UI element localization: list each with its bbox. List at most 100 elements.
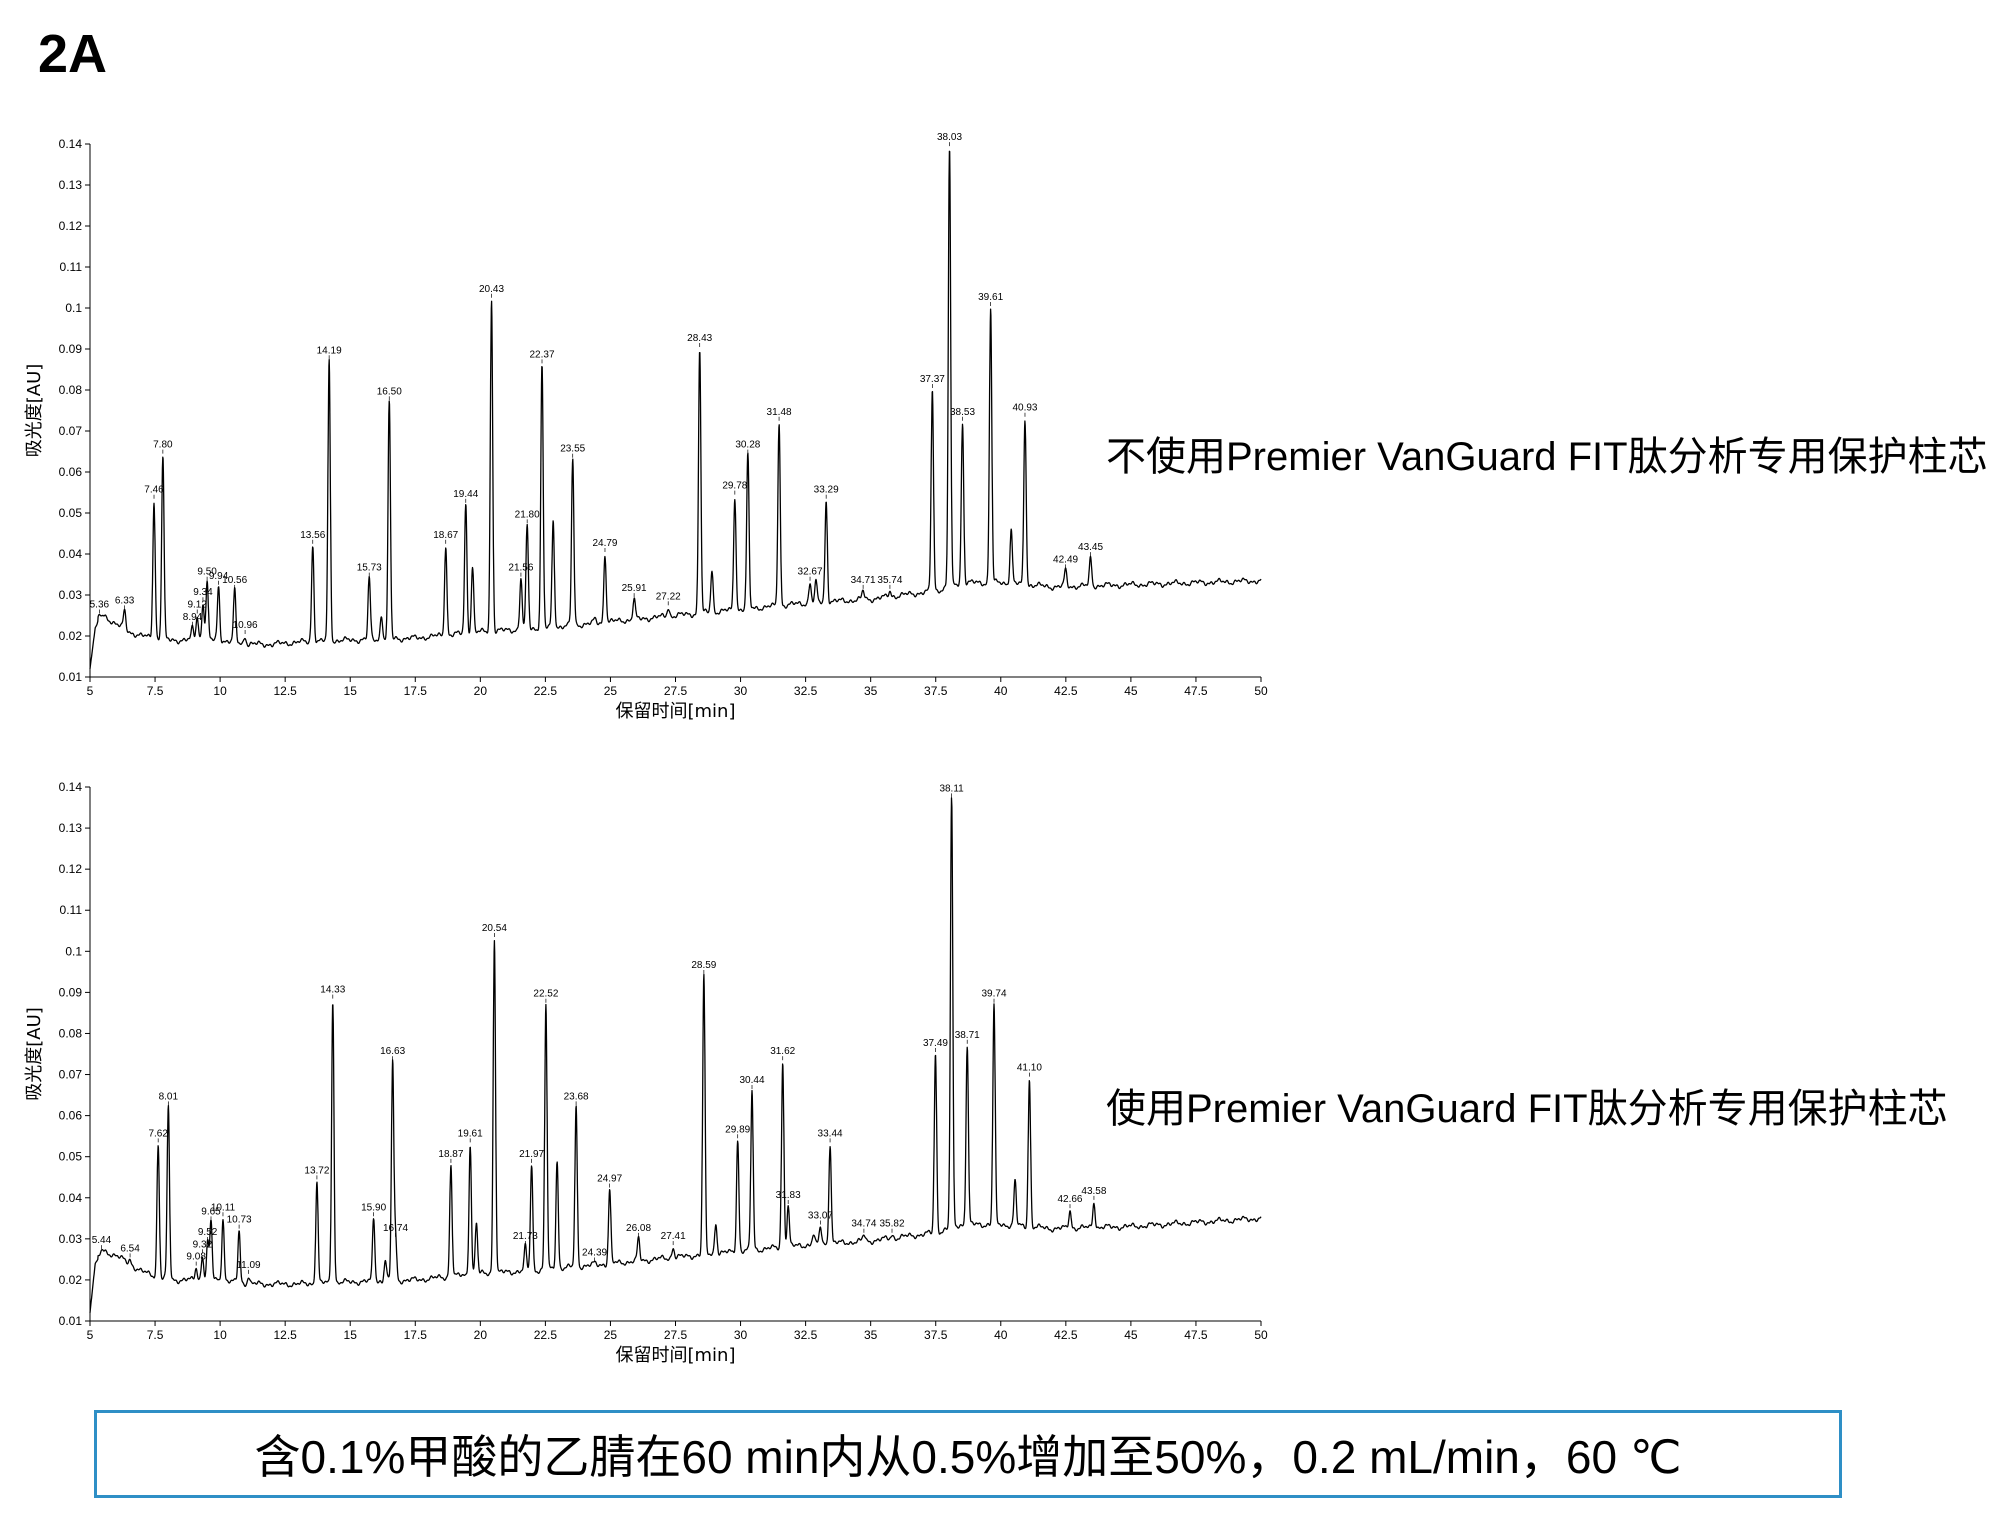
peak-label: 5.44 [92,1235,112,1246]
x-tick-label: 30 [734,1328,748,1342]
x-tick-label: 20 [474,684,488,698]
y-tick-label: 0.1 [65,301,82,315]
peak-label: 26.08 [626,1223,651,1234]
x-tick-label: 22.5 [534,1328,558,1342]
x-tick-label: 7.5 [147,684,164,698]
peak-label: 7.46 [144,485,164,496]
peak-label: 15.90 [361,1202,386,1213]
peak-label: 38.53 [950,407,975,418]
y-tick-label: 0.03 [59,588,83,602]
peak-label: 33.07 [808,1211,833,1222]
caption-without-guard: 不使用Premier VanGuard FIT肽分析专用保护柱芯 [1106,435,1988,479]
peak-label: 10.56 [222,575,247,586]
x-tick-label: 32.5 [794,684,818,698]
x-tick-label: 25 [604,684,618,698]
peak-label: 27.22 [656,591,681,602]
peak-label: 23.68 [564,1091,589,1102]
peak-label: 30.44 [739,1075,764,1086]
peak-label: 7.80 [153,440,173,451]
conditions-box: 含0.1%甲酸的乙腈在60 min内从0.5%增加至50%，0.2 mL/min… [94,1410,1842,1498]
peak-label: 18.87 [438,1149,463,1160]
peak-label: 22.37 [529,349,554,360]
x-tick-label: 22.5 [534,684,558,698]
peak-label: 38.11 [939,783,964,794]
peak-label: 31.83 [776,1190,801,1201]
y-tick-label: 0.11 [60,260,83,274]
peak-label: 15.73 [357,563,382,574]
y-tick-label: 0.09 [59,342,83,356]
x-tick-label: 7.5 [147,1328,164,1342]
peak-label: 37.49 [923,1038,948,1049]
y-tick-label: 0.11 [60,903,83,917]
peak-label: 10.73 [227,1215,252,1226]
y-tick-label: 0.04 [59,547,83,561]
x-tick-label: 15 [344,1328,358,1342]
y-tick-label: 0.13 [59,821,83,835]
peak-label: 24.97 [597,1174,622,1185]
x-tick-label: 40 [994,1328,1008,1342]
x-tick-label: 17.5 [404,1328,428,1342]
peak-label: 16.50 [377,386,402,397]
peak-label: 31.62 [770,1046,795,1057]
y-tick-label: 0.04 [59,1191,83,1205]
peak-label: 8.94 [183,612,203,623]
x-axis-title: 保留时间[min] [616,1345,736,1366]
peak-label: 33.29 [814,485,839,496]
peak-label: 24.39 [582,1247,607,1258]
x-tick-label: 15 [344,684,358,698]
peak-label: 9.65 [201,1206,221,1217]
peak-label: 33.44 [818,1128,843,1139]
y-tick-label: 0.01 [59,1314,83,1328]
x-tick-label: 10 [213,1328,227,1342]
peak-label: 19.61 [458,1128,483,1139]
peak-label: 41.10 [1017,1063,1042,1074]
peak-label: 9.12 [187,600,207,611]
peak-label: 13.56 [300,530,325,541]
peak-label: 43.45 [1078,542,1103,553]
x-tick-label: 25 [604,1328,618,1342]
peak-labels: 5.36 6.33 7.46 7.80 8.949.12 9.34 9.509.9410.5… [90,132,1104,634]
peak-label: 6.54 [120,1243,140,1254]
peak-label: 23.55 [560,444,585,455]
peak-label: 31.48 [767,407,792,418]
x-tick-label: 5 [87,1328,94,1342]
peak-label: 28.43 [687,333,712,344]
x-tick-label: 50 [1254,684,1268,698]
peak-label: 39.74 [981,989,1006,1000]
x-tick-label: 27.5 [664,684,688,698]
y-tick-label: 0.14 [59,780,83,794]
peak-label: 9.32 [193,1239,213,1250]
axes: 5 7.5 10 12.5 15 17.5 20 22.5 25 27.5 30 32.5 35 37.5… [59,137,1268,698]
peak-label: 6.33 [115,595,135,606]
peak-label: 8.01 [159,1091,179,1102]
peak-label: 9.34 [193,587,213,598]
figure-label: 2A [38,24,108,84]
peak-label: 7.62 [148,1128,168,1139]
x-tick-label: 30 [734,684,748,698]
chromatogram-trace [89,797,1262,1313]
y-tick-label: 0.05 [59,506,83,520]
peak-label: 22.52 [533,989,558,1000]
x-tick-label: 5 [87,684,94,698]
y-tick-label: 0.05 [59,1150,83,1164]
y-tick-label: 0.14 [59,137,83,151]
peak-label: 13.72 [304,1165,329,1176]
y-tick-label: 0.13 [59,178,83,192]
peak-label: 14.33 [320,985,345,996]
y-tick-label: 0.02 [59,629,83,643]
peak-label: 11.09 [236,1260,261,1271]
peak-label: 24.79 [592,538,617,549]
x-tick-label: 27.5 [664,1328,688,1342]
x-tick-label: 17.5 [404,684,428,698]
conditions-text: 含0.1%甲酸的乙腈在60 min内从0.5%增加至50%，0.2 mL/min… [254,1431,1682,1483]
peak-label: 18.67 [433,530,458,541]
y-tick-label: 0.01 [59,670,83,684]
peak-label: 29.78 [722,481,747,492]
peak-label: 25.91 [622,583,647,594]
peak-label: 37.37 [920,374,945,385]
peak-label: 9.94 [209,571,229,582]
peak-label: 10.11 [211,1202,236,1213]
x-tick-label: 45 [1124,684,1138,698]
peak-label: 27.41 [661,1231,686,1242]
